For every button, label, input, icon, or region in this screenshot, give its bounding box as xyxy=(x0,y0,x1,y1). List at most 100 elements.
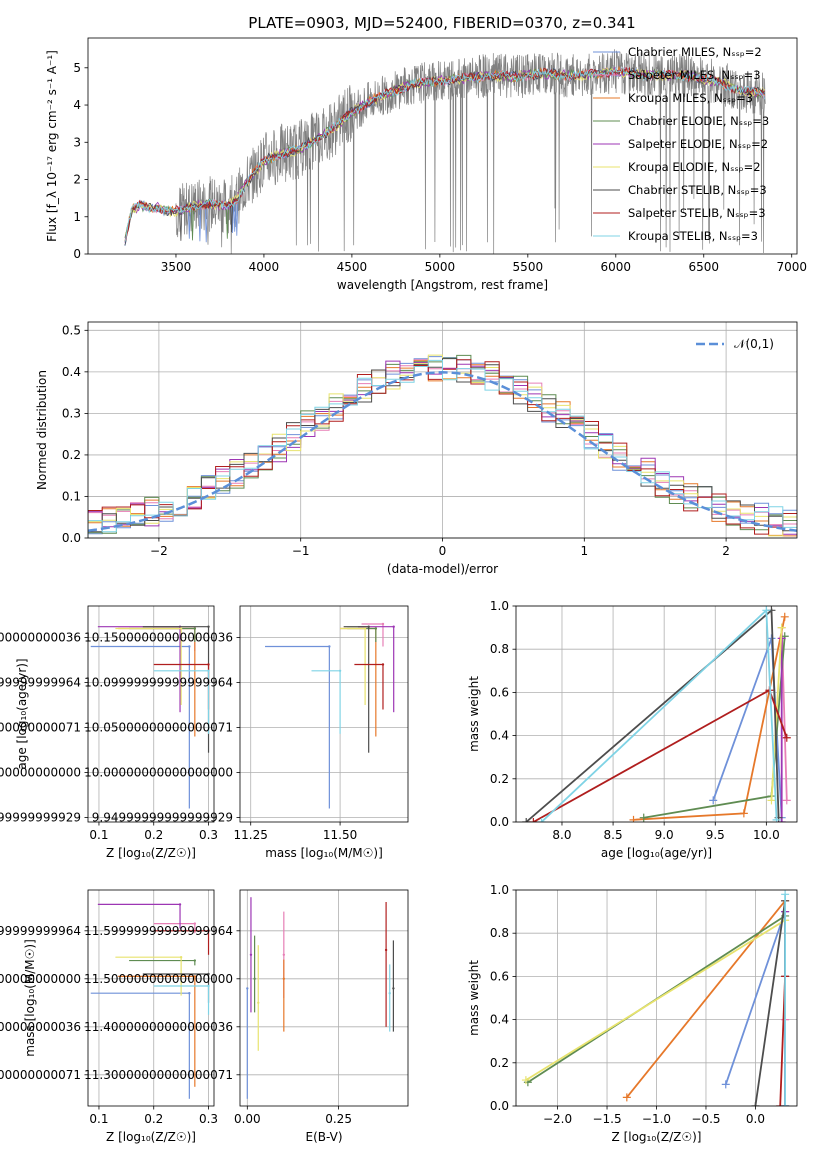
data-point xyxy=(193,959,197,962)
y-tick-label: 1 xyxy=(73,210,81,224)
normal-distribution-curve xyxy=(88,371,797,532)
y-tick-label: 0.2 xyxy=(490,1056,509,1070)
legend-entry: 𝒩(0,1) xyxy=(734,337,774,351)
weight-marker xyxy=(639,813,648,822)
plot-area xyxy=(265,622,395,809)
y-tick-label: 10.15000000000000036 xyxy=(0,631,81,645)
x-axis-label: mass [log₁₀(M/M☉)] xyxy=(265,846,383,860)
plot-area xyxy=(88,354,797,538)
x-tick-label: 3500 xyxy=(161,260,192,274)
weight-marker xyxy=(622,1093,631,1102)
data-point xyxy=(384,948,388,952)
x-tick-label: 0.0 xyxy=(746,1112,765,1126)
weight-line-7 xyxy=(525,608,780,822)
data-point xyxy=(249,953,253,956)
x-tick-label: 4000 xyxy=(249,260,280,274)
y-axis-label: Flux [f_λ 10⁻¹⁷ erg cm⁻² s⁻¹ A⁻¹] xyxy=(45,50,59,242)
x-tick-label: 5000 xyxy=(425,260,456,274)
x-tick-label: 8.5 xyxy=(604,828,623,842)
x-tick-label: 4500 xyxy=(337,260,368,274)
x-tick-label: 10.0 xyxy=(753,828,780,842)
y-tick-label: 11.40000000000000036 xyxy=(0,1020,81,1034)
weight-marker xyxy=(767,796,776,805)
y-axis-label: mass weight xyxy=(467,960,481,1036)
weight-marker xyxy=(529,818,538,822)
y-tick-label: 10.00000000000000000 xyxy=(0,766,81,780)
weight-marker xyxy=(777,818,786,822)
x-tick-label: 0.3 xyxy=(199,1112,218,1126)
legend-entry: Chabrier STELIB, Nₛₛₚ=3 xyxy=(628,183,767,197)
weight-line-9 xyxy=(540,608,778,822)
y-tick-label: 11.40000000000000036 xyxy=(84,1020,233,1034)
weight-marker xyxy=(537,818,546,822)
plot-area xyxy=(90,625,210,809)
y-tick-label: 10.05000000000000071 xyxy=(0,721,81,735)
data-point xyxy=(193,975,197,978)
weight-line-6 xyxy=(525,919,786,1081)
panel-mass-vs-Z: 0.1 0.2 0.3 11.30000000000000071 11.40000000… xyxy=(0,889,218,1144)
y-tick-label: 1.0 xyxy=(490,883,509,897)
x-tick-label: −1.0 xyxy=(642,1112,671,1126)
x-axis-label: Z [log₁₀(Z/Z☉)] xyxy=(612,1130,702,1144)
weight-marker xyxy=(767,634,776,643)
weight-line-6 xyxy=(770,627,783,801)
plot-area xyxy=(521,890,790,1106)
axes-frame xyxy=(239,889,409,1107)
panel-residuals: −2 −1 0 1 2 0.0 0.1 0.2 0.3 0.4 0.5 (data-model)/er… xyxy=(35,321,798,576)
weight-marker xyxy=(751,1102,760,1106)
weight-marker xyxy=(777,623,786,632)
data-point xyxy=(193,627,197,630)
legend-entry: Salpeter STELIB, Nₛₛₚ=3 xyxy=(628,206,766,220)
y-tick-label: 1.0 xyxy=(490,599,509,613)
x-tick-label: 0.25 xyxy=(325,1112,352,1126)
plot-area xyxy=(124,49,766,254)
y-tick-label: 0.5 xyxy=(62,323,81,337)
data-point xyxy=(207,669,210,672)
weight-marker xyxy=(709,796,718,805)
panel-mass-weight-vs-Z: −2.0 −1.5 −1.0 −0.5 0.0 0.0 0.2 0.4 0.6 0.8 1.0 Z [… xyxy=(467,883,798,1144)
data-point xyxy=(367,625,370,628)
y-tick-label: 11.50000000000000000 xyxy=(84,972,233,986)
y-tick-label: 9.94999999999999929 xyxy=(92,811,233,825)
legend-entry: Chabrier MILES, Nₛₛₚ=2 xyxy=(628,45,762,59)
data-point xyxy=(246,987,249,990)
panel-age-vs-mass: 11.25 11.50 9.94999999999999929 10.00000000… xyxy=(84,605,409,860)
x-tick-label: 7000 xyxy=(776,260,807,274)
x-tick-label: 0.1 xyxy=(89,1112,108,1126)
plot-area xyxy=(246,897,395,1099)
legend-entry: Salpeter MILES, Nₛₛₚ=3 xyxy=(628,68,761,82)
y-tick-label: 11.59999999999999964 xyxy=(84,924,233,938)
y-tick-label: 2 xyxy=(73,173,81,187)
x-tick-label: −1 xyxy=(292,544,310,558)
weight-marker xyxy=(739,809,748,818)
weight-marker xyxy=(780,612,789,621)
weight-marker xyxy=(521,1076,530,1085)
y-tick-label: 0.0 xyxy=(62,531,81,545)
y-axis-label: mass weight xyxy=(467,676,481,752)
x-axis-label: age [log₁₀(age/yr)] xyxy=(601,846,712,860)
data-point xyxy=(381,663,385,666)
weight-marker xyxy=(781,890,790,899)
x-tick-label: −2 xyxy=(150,544,168,558)
spectrum-legend: Chabrier MILES, Nₛₛₚ=2 Salpeter MILES, Nₛ… xyxy=(593,45,769,243)
axes-frame xyxy=(239,605,409,823)
x-axis-label: (data-model)/error xyxy=(387,562,498,576)
y-tick-label: 3 xyxy=(73,135,81,149)
data-point xyxy=(207,972,210,976)
weight-marker xyxy=(629,815,638,822)
x-tick-label: 0.00 xyxy=(234,1112,261,1126)
legend-entry: Kroupa ELODIE, Nₛₛₚ=2 xyxy=(628,160,761,174)
panel-age-vs-Z: 0.1 0.2 0.3 9.94999999999999929 10.000000000… xyxy=(0,605,218,860)
y-tick-label: 11.30000000000000071 xyxy=(0,1068,81,1082)
y-tick-label: 4 xyxy=(73,98,81,112)
x-tick-label: −1.5 xyxy=(592,1112,621,1126)
plot-area xyxy=(90,903,210,1099)
x-tick-label: 11.25 xyxy=(234,828,268,842)
data-point xyxy=(207,625,210,628)
legend-entry: Kroupa MILES, Nₛₛₚ=3 xyxy=(628,91,753,105)
data-point xyxy=(178,903,182,906)
y-tick-label: 0.2 xyxy=(62,448,81,462)
y-tick-label: 10.09999999999999964 xyxy=(0,676,81,690)
data-point xyxy=(374,627,378,630)
